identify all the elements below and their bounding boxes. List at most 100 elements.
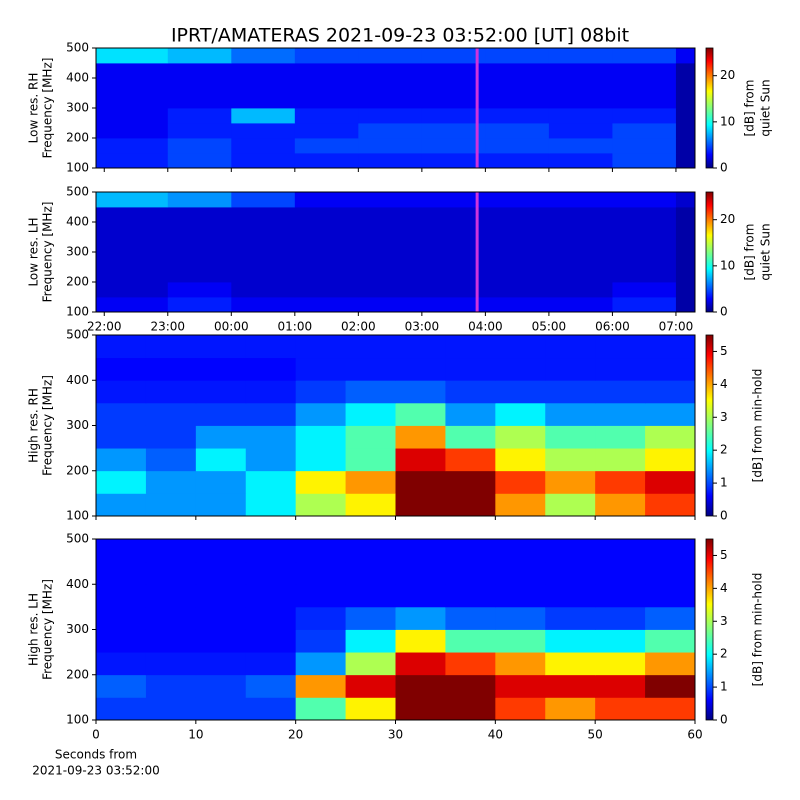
heatmap-cell bbox=[612, 207, 677, 223]
colorbar-tick-label: 5 bbox=[720, 344, 728, 358]
heatmap-cell bbox=[145, 629, 197, 653]
colorbar-tick-label: 5 bbox=[720, 548, 728, 562]
heatmap-cell bbox=[495, 561, 546, 585]
heatmap-cell bbox=[96, 63, 169, 79]
heatmap-cell bbox=[445, 652, 496, 676]
heatmap-cell bbox=[485, 63, 550, 79]
heatmap-cell bbox=[358, 63, 423, 79]
heatmap-cell bbox=[545, 629, 596, 653]
heatmap-cell bbox=[294, 297, 359, 313]
heatmap-cell bbox=[395, 674, 446, 698]
heatmap-cell bbox=[421, 267, 486, 283]
heatmap-cell bbox=[645, 380, 696, 404]
heatmap-cell bbox=[545, 674, 596, 698]
heatmap-cell bbox=[295, 380, 346, 404]
heatmap-cell bbox=[675, 237, 696, 253]
heatmap-cell bbox=[485, 252, 550, 268]
colorbar-label: [dB] from bbox=[743, 80, 757, 137]
heatmap-cell bbox=[145, 493, 197, 517]
heatmap-cell bbox=[395, 629, 446, 653]
heatmap-cell bbox=[294, 222, 359, 238]
heatmap-cell bbox=[145, 448, 197, 472]
y-tick-label: 200 bbox=[66, 463, 89, 477]
heatmap-cell bbox=[675, 93, 696, 109]
heatmap-cell bbox=[421, 192, 486, 208]
heatmap-cell bbox=[145, 335, 197, 359]
heatmap-cell bbox=[96, 48, 169, 64]
colorbar-label: quiet Sun bbox=[759, 79, 773, 136]
heatmap-cell bbox=[595, 629, 646, 653]
heatmap-cell bbox=[358, 153, 423, 169]
heatmap-cell bbox=[395, 425, 446, 449]
heatmap-cell bbox=[358, 207, 423, 223]
heatmap-cell bbox=[195, 402, 247, 426]
heatmap-cell bbox=[96, 539, 147, 563]
heatmap-cell bbox=[167, 267, 232, 283]
colorbar-tick-label: 0 bbox=[720, 305, 728, 319]
heatmap-cell bbox=[395, 402, 446, 426]
heatmap-cell bbox=[358, 267, 423, 283]
y-tick-label: 500 bbox=[66, 328, 89, 342]
colorbar-tick-label: 20 bbox=[720, 212, 735, 226]
heatmap-cell bbox=[645, 470, 696, 494]
heatmap-cell bbox=[294, 78, 359, 94]
heatmap-cell bbox=[675, 63, 696, 79]
heatmap-cell bbox=[485, 108, 550, 124]
heatmap-cell bbox=[245, 380, 297, 404]
heatmap-cell bbox=[145, 652, 197, 676]
x-tick-label: 04:00 bbox=[468, 320, 503, 334]
heatmap-cell bbox=[96, 402, 147, 426]
heatmap-cell bbox=[358, 222, 423, 238]
heatmap-cell bbox=[612, 63, 677, 79]
heatmap-cell bbox=[231, 138, 296, 154]
heatmap-cell bbox=[445, 629, 496, 653]
heatmap-cell bbox=[645, 539, 696, 563]
heatmap-cell bbox=[294, 282, 359, 298]
heatmap-cell bbox=[395, 493, 446, 517]
heatmap-cell bbox=[96, 108, 169, 124]
heatmap-cell bbox=[495, 629, 546, 653]
colorbar-label: quiet Sun bbox=[759, 223, 773, 280]
heatmap-cell bbox=[167, 153, 232, 169]
heatmap-cell bbox=[345, 402, 396, 426]
heatmap-cell bbox=[295, 402, 346, 426]
heatmap-cell bbox=[545, 697, 596, 721]
colorbar bbox=[705, 334, 714, 517]
heatmap-cell bbox=[195, 470, 247, 494]
heatmap-cell bbox=[358, 93, 423, 109]
heatmap-cell bbox=[145, 561, 197, 585]
heatmap-cell bbox=[595, 357, 646, 381]
heatmap-cell bbox=[295, 539, 346, 563]
heatmap-cell bbox=[595, 335, 646, 359]
heatmap-cell bbox=[345, 697, 396, 721]
heatmap-cell bbox=[295, 425, 346, 449]
heatmap-cell bbox=[445, 425, 496, 449]
heatmap-cell bbox=[96, 267, 169, 283]
colorbar-label: [dB] from min-hold bbox=[751, 369, 765, 483]
heatmap-cell bbox=[231, 252, 296, 268]
heatmap-cell bbox=[485, 282, 550, 298]
heatmap-cell bbox=[231, 207, 296, 223]
heatmap-cell bbox=[295, 493, 346, 517]
heatmap-cell bbox=[167, 222, 232, 238]
y-tick-label: 100 bbox=[66, 161, 89, 175]
heatmap-cell bbox=[145, 402, 197, 426]
heatmap-cell bbox=[445, 380, 496, 404]
y-tick-label: 400 bbox=[66, 577, 89, 591]
heatmap-cell bbox=[345, 674, 396, 698]
heatmap-cell bbox=[595, 402, 646, 426]
heatmap-cell bbox=[294, 192, 359, 208]
heatmap-cell bbox=[245, 448, 297, 472]
heatmap-cell bbox=[675, 267, 696, 283]
heatmap-cell bbox=[231, 108, 296, 124]
heatmap-cell bbox=[145, 539, 197, 563]
heatmap-cell bbox=[395, 652, 446, 676]
y-tick-label: 300 bbox=[66, 245, 89, 259]
heatmap-cell bbox=[495, 357, 546, 381]
heatmap-cell bbox=[445, 674, 496, 698]
colorbar-tick-label: 3 bbox=[720, 614, 728, 628]
y-tick-label: 100 bbox=[66, 305, 89, 319]
heatmap-cell bbox=[675, 207, 696, 223]
heatmap-cell bbox=[295, 357, 346, 381]
heatmap-cell bbox=[167, 123, 232, 139]
